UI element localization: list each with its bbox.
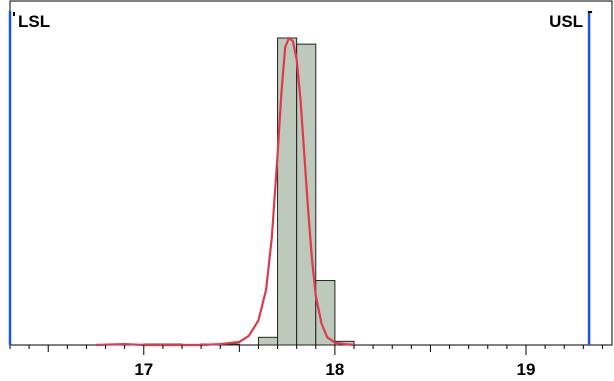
spec-limits: LSL USL bbox=[8, 11, 593, 345]
x-axis: 17 18 19 bbox=[9, 345, 603, 379]
density-curve bbox=[95, 36, 355, 347]
density-curve-group bbox=[95, 36, 355, 347]
lsl-label: LSL bbox=[18, 12, 50, 31]
usl-label: USL bbox=[549, 12, 583, 31]
histogram-bar bbox=[277, 37, 298, 346]
x-tick-label: 19 bbox=[517, 360, 536, 379]
x-tick-label: 18 bbox=[325, 360, 344, 379]
histogram-bar bbox=[315, 280, 336, 346]
x-tick-label: 17 bbox=[134, 360, 153, 379]
histogram-bar bbox=[257, 336, 279, 346]
